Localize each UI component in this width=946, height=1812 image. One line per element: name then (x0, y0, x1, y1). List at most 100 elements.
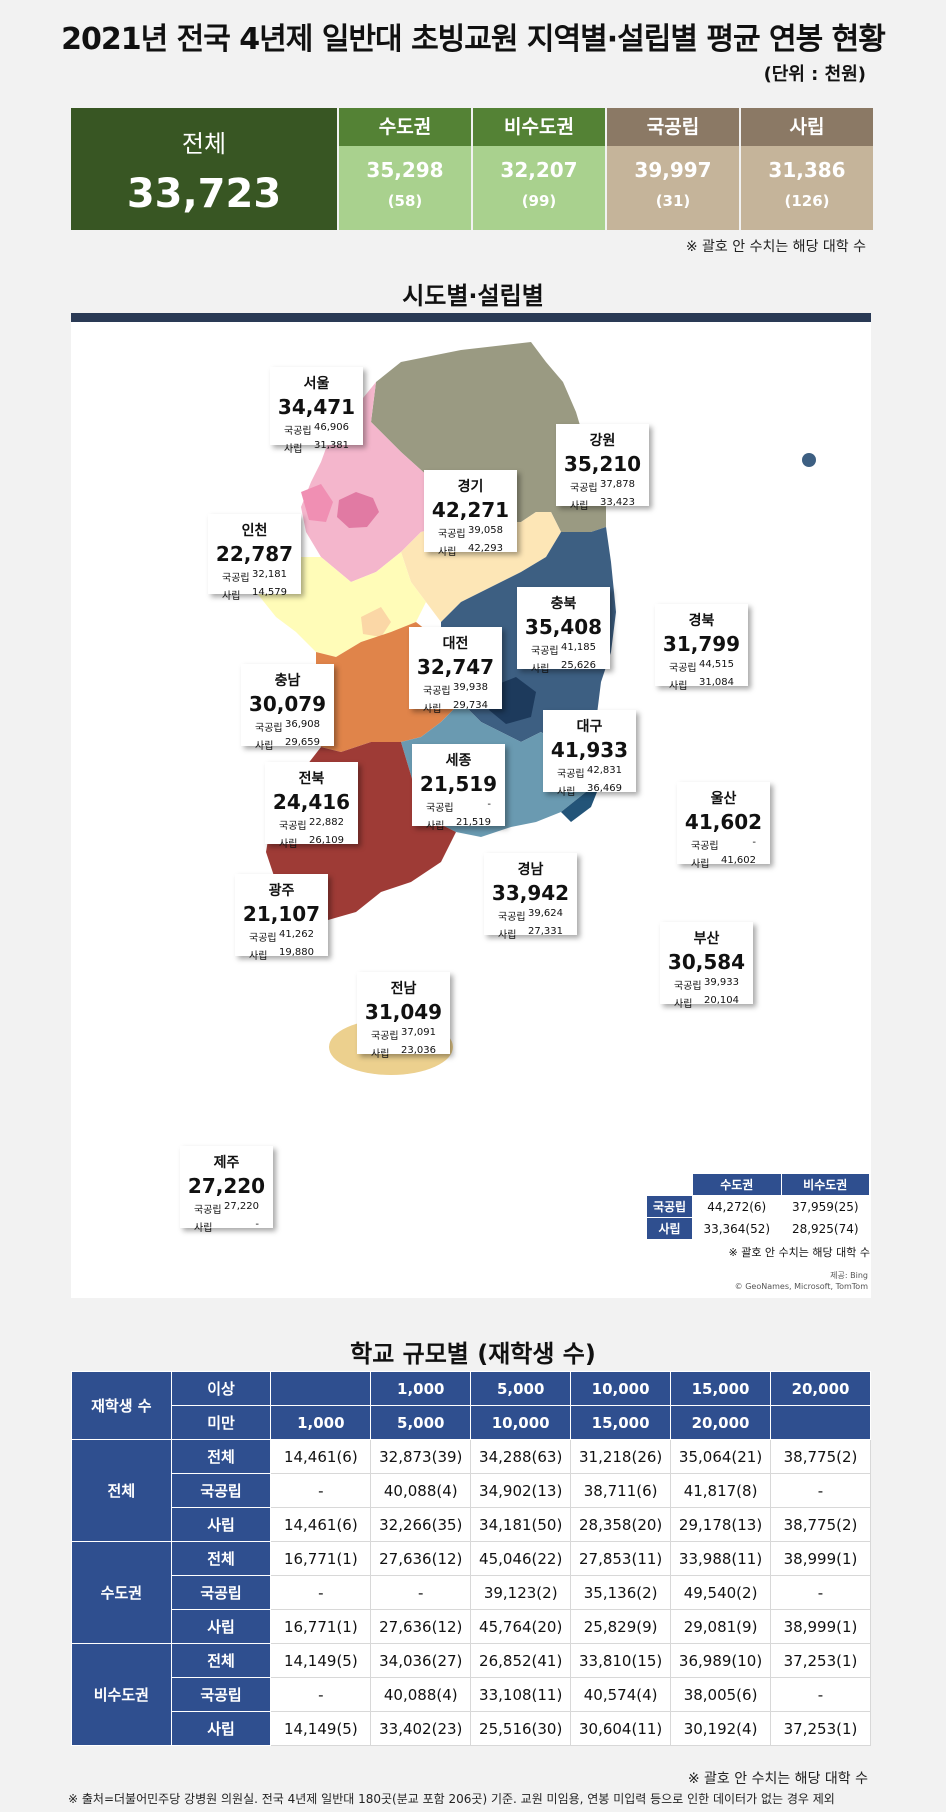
region-name: 제주 (213, 1155, 240, 1171)
row-label: 국공립 (279, 821, 307, 832)
row-label: 사립 (531, 664, 550, 675)
region-card-ulsan: 울산 41,602 국공립 - 사립 41,602 (677, 782, 770, 870)
summary-cell-public: 국공립 39,997 (31) (607, 108, 739, 230)
region-private: 42,293 (468, 543, 503, 554)
table-cell: 38,005(6) (670, 1677, 772, 1712)
region-name: 충남 (274, 673, 301, 689)
mini-header: 비수도권 (780, 1173, 870, 1196)
row-label: 국공립 (531, 646, 559, 657)
table-cell: 27,636(12) (370, 1541, 472, 1576)
region-total: 32,747 (416, 655, 495, 679)
table-cell: - (770, 1575, 871, 1610)
region-private: 20,104 (704, 995, 739, 1006)
map-credit: 제공: Bing © GeoNames, Microsoft, TomTom (735, 1270, 868, 1292)
table-cell: 14,461(6) (270, 1439, 372, 1474)
table-cell: 32,873(39) (370, 1439, 472, 1474)
region-name: 강원 (589, 433, 616, 449)
table-cell: 45,764(20) (470, 1609, 572, 1644)
page-title: 2021년 전국 4년제 일반대 초빙교원 지역별·설립별 평균 연봉 현황 (61, 22, 886, 57)
region-name: 울산 (710, 791, 737, 807)
row-label: 사립 (170, 1711, 272, 1746)
region-name: 서울 (303, 376, 330, 392)
row-label: 전체 (170, 1439, 272, 1474)
table-cell: - (770, 1677, 871, 1712)
region-card-incheon: 인천 22,787 국공립 32,181 사립 14,579 (208, 514, 301, 602)
table-cell: 14,461(6) (270, 1507, 372, 1542)
row-label: 사립 (669, 681, 688, 692)
region-card-jeonnam: 전남 31,049 국공립 37,091 사립 23,036 (357, 972, 450, 1060)
mini-cell: 33,364(52) (692, 1217, 782, 1240)
above-threshold: 15,000 (670, 1371, 772, 1406)
region-public: 27,220 (224, 1201, 259, 1212)
row-label: 국공립 (194, 1205, 222, 1216)
region-card-gangwon: 강원 35,210 국공립 37,878 사립 33,423 (556, 424, 649, 512)
table-cell: - (370, 1575, 472, 1610)
source-footer: ※ 출처=더불어민주당 강병원 의원실. 전국 4년제 일반대 180곳(분교 … (68, 1792, 835, 1806)
table-cell: 34,036(27) (370, 1643, 472, 1678)
region-card-chungnam: 충남 30,079 국공립 36,908 사립 29,659 (241, 664, 334, 752)
summary-note: ※ 괄호 안 수치는 해당 대학 수 (685, 239, 866, 255)
summary-cell-count: (31) (655, 192, 691, 210)
row-label: 전체 (170, 1541, 272, 1576)
region-card-gyeongbuk: 경북 31,799 국공립 44,515 사립 31,084 (655, 604, 748, 692)
region-public: 46,906 (314, 422, 349, 433)
group-label: 수도권 (71, 1541, 172, 1644)
mini-cell: 37,959(25) (780, 1195, 870, 1218)
table-cell: 33,402(23) (370, 1711, 472, 1746)
region-card-gyeonggi: 경기 42,271 국공립 39,058 사립 42,293 (424, 470, 517, 558)
mini-row-label: 사립 (646, 1217, 693, 1240)
row-label: 국공립 (170, 1575, 272, 1610)
above-threshold: 5,000 (470, 1371, 572, 1406)
region-map: 서울 34,471 국공립 46,906 사립 31,381 인천 22,787 국… (71, 322, 871, 1298)
region-name: 경기 (457, 479, 484, 495)
table-row: 사립 14,461(6) 32,266(35) 34,181(50) 28,358(20… (72, 1507, 871, 1542)
region-public: 39,938 (453, 682, 488, 693)
header-group-label: 재학생 수 (71, 1371, 172, 1440)
table-cell: 38,999(1) (770, 1541, 871, 1576)
row-label: 사립 (371, 1049, 390, 1060)
table-row: 국공립 -40,088(4) 34,902(13) 38,711(6) 41,817(8… (72, 1473, 871, 1508)
table-cell: 38,711(6) (570, 1473, 672, 1508)
summary-cell-value: 32,207 (500, 158, 578, 182)
group-label: 전체 (71, 1439, 172, 1542)
table-cell: 29,178(13) (670, 1507, 772, 1542)
table-cell: 49,540(2) (670, 1575, 772, 1610)
region-private: 41,602 (721, 855, 756, 866)
summary-total-value: 33,723 (126, 171, 282, 217)
table-cell: 33,108(11) (470, 1677, 572, 1712)
row-label: 전체 (170, 1643, 272, 1678)
summary-cell-label: 국공립 (607, 108, 739, 146)
mini-cell: 28,925(74) (780, 1217, 870, 1240)
below-threshold: 5,000 (370, 1405, 472, 1440)
table-cell: 16,771(1) (270, 1541, 372, 1576)
region-name: 충북 (550, 596, 577, 612)
table-cell: 37,253(1) (770, 1643, 871, 1678)
above-threshold: 10,000 (570, 1371, 672, 1406)
group-label: 비수도권 (71, 1643, 172, 1746)
section-divider (71, 313, 871, 322)
row-label: 국공립 (570, 483, 598, 494)
region-public: 39,933 (704, 977, 739, 988)
row-label: 국공립 (674, 981, 702, 992)
region-total: 35,210 (563, 452, 642, 476)
below-threshold: 15,000 (570, 1405, 672, 1440)
row-label: 사립 (255, 741, 274, 752)
region-name: 전남 (390, 981, 417, 997)
summary-cell-count: (58) (387, 192, 423, 210)
region-public: 41,185 (561, 642, 596, 653)
table-row: 비수도권 전체 14,149(5) 34,036(27) 26,852(41) 33,81… (71, 1643, 871, 1746)
row-label: 국공립 (669, 663, 697, 674)
row-label: 사립 (249, 951, 268, 962)
region-card-chungbuk: 충북 35,408 국공립 41,185 사립 25,626 (517, 587, 610, 675)
table-row: 사립 14,149(5) 33,402(23) 25,516(30) 30,604(11… (72, 1711, 871, 1746)
region-sejong-shape (361, 607, 391, 637)
row-label: 국공립 (255, 723, 283, 734)
table-cell: 27,853(11) (570, 1541, 672, 1576)
table-cell: 27,636(12) (370, 1609, 472, 1644)
table-cell: - (270, 1575, 372, 1610)
table-cell: 38,999(1) (770, 1609, 871, 1644)
region-card-busan: 부산 30,584 국공립 39,933 사립 20,104 (660, 922, 753, 1010)
region-card-jeju: 제주 27,220 국공립 27,220 사립 - (180, 1146, 273, 1234)
region-private: 19,880 (279, 947, 314, 958)
region-public: 39,058 (468, 525, 503, 536)
